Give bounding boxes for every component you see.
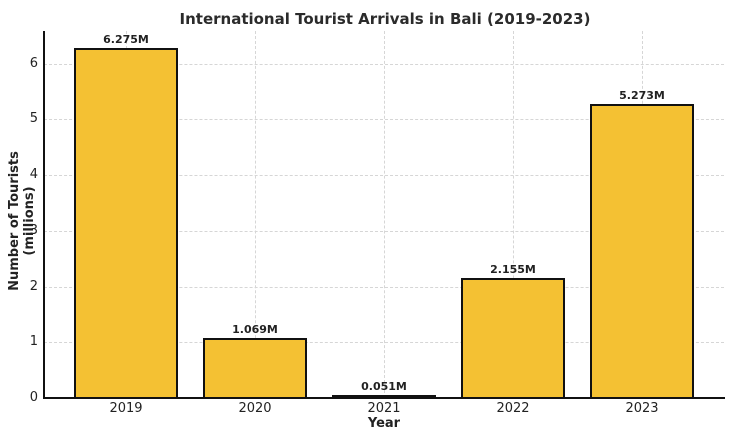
y-tick-6: 6: [29, 56, 38, 71]
x-tick-2019: 2019: [109, 401, 143, 416]
y-axis-line: [43, 31, 45, 399]
gridline-x-2022: [513, 31, 514, 398]
y-axis-label: Number of Tourists (millions): [7, 151, 37, 291]
bar-2021: [332, 395, 436, 398]
bar-2022: [461, 278, 565, 398]
x-axis-label: Year: [367, 416, 401, 431]
data-label-2021: 0.051M: [361, 380, 407, 393]
data-label-2020: 1.069M: [232, 323, 278, 336]
y-tick-1: 1: [29, 334, 38, 349]
y-tick-0: 0: [29, 390, 38, 405]
gridline-x-2020: [255, 31, 256, 398]
y-tick-2: 2: [29, 279, 38, 294]
chart-title: International Tourist Arrivals in Bali (…: [179, 10, 591, 28]
gridline-x-2021: [384, 31, 385, 398]
data-label-2019: 6.275M: [103, 33, 149, 46]
y-tick-4: 4: [29, 167, 38, 182]
x-tick-2021: 2021: [367, 401, 401, 416]
x-tick-2020: 2020: [238, 401, 272, 416]
bar-2020: [203, 338, 307, 398]
x-axis-line: [43, 397, 725, 399]
bar-2019: [74, 48, 178, 398]
y-tick-5: 5: [29, 111, 38, 126]
data-label-2023: 5.273M: [619, 89, 665, 102]
x-tick-2022: 2022: [496, 401, 530, 416]
y-tick-3: 3: [29, 223, 38, 238]
data-label-2022: 2.155M: [490, 263, 536, 276]
bar-2023: [590, 104, 694, 398]
x-tick-2023: 2023: [625, 401, 659, 416]
